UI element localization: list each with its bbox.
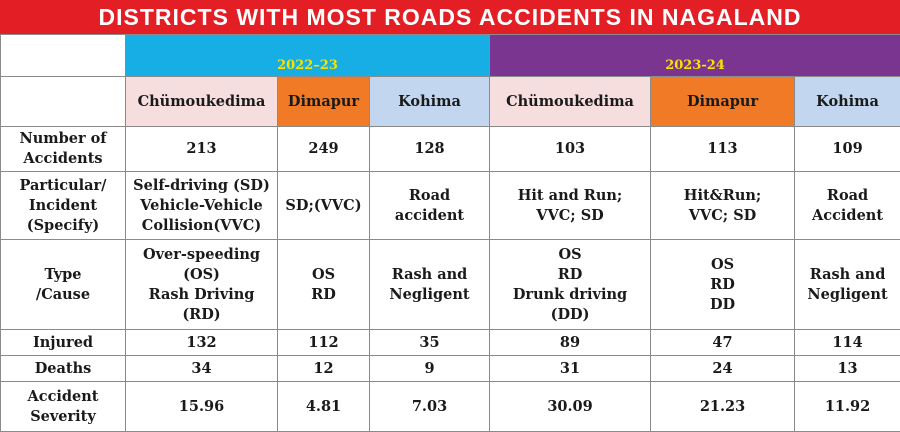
table-cell: 103 bbox=[490, 127, 651, 172]
district-header: Kohima bbox=[795, 77, 900, 127]
table-cell: 132 bbox=[126, 330, 278, 356]
table-cell: 128 bbox=[370, 127, 490, 172]
table-cell: OS RD Drunk driving (DD) bbox=[490, 240, 651, 330]
table-cell: 15.96 bbox=[126, 382, 278, 432]
table-cell: Self-driving (SD) Vehicle-Vehicle Collis… bbox=[126, 172, 278, 240]
district-header: Dimapur bbox=[651, 77, 795, 127]
district-header: Chümoukedima bbox=[126, 77, 278, 127]
year-header-row: 2022–23 2023-24 bbox=[1, 35, 900, 77]
table-cell: 249 bbox=[278, 127, 370, 172]
table-cell: 30.09 bbox=[490, 382, 651, 432]
table-cell: Road Accident bbox=[795, 172, 900, 240]
table-cell: Hit&Run; VVC; SD bbox=[651, 172, 795, 240]
year-header-2023-24: 2023-24 bbox=[490, 35, 900, 77]
table-cell: 9 bbox=[370, 356, 490, 382]
row-label: Deaths bbox=[1, 356, 126, 382]
table-cell: 47 bbox=[651, 330, 795, 356]
table-row: Number of Accidents 213 249 128 103 113 … bbox=[1, 127, 900, 172]
row-label: Accident Severity bbox=[1, 382, 126, 432]
table-cell: 112 bbox=[278, 330, 370, 356]
table-cell: 13 bbox=[795, 356, 900, 382]
table-cell: 213 bbox=[126, 127, 278, 172]
row-label: Type /Cause bbox=[1, 240, 126, 330]
row-label: Injured bbox=[1, 330, 126, 356]
table-row: Type /Cause Over-speeding (OS) Rash Driv… bbox=[1, 240, 900, 330]
district-header-row: Chümoukedima Dimapur Kohima Chümoukedima… bbox=[1, 77, 900, 127]
table-cell: 31 bbox=[490, 356, 651, 382]
table-cell: Rash and Negligent bbox=[370, 240, 490, 330]
table-cell: Rash and Negligent bbox=[795, 240, 900, 330]
accidents-table: 2022–23 2023-24 Chümoukedima Dimapur Koh… bbox=[0, 34, 900, 432]
year-label: 2022–23 bbox=[277, 58, 338, 73]
table-cell: 34 bbox=[126, 356, 278, 382]
table-cell: Road accident bbox=[370, 172, 490, 240]
table-row: Deaths 34 12 9 31 24 13 bbox=[1, 356, 900, 382]
page-title: DISTRICTS WITH MOST ROADS ACCIDENTS IN N… bbox=[0, 0, 900, 34]
table-cell: 4.81 bbox=[278, 382, 370, 432]
table-cell: 12 bbox=[278, 356, 370, 382]
row-label: Particular/ Incident (Specify) bbox=[1, 172, 126, 240]
table-cell: 114 bbox=[795, 330, 900, 356]
corner-cell bbox=[1, 35, 126, 77]
district-header: Kohima bbox=[370, 77, 490, 127]
row-label: Number of Accidents bbox=[1, 127, 126, 172]
table-row: Accident Severity 15.96 4.81 7.03 30.09 … bbox=[1, 382, 900, 432]
corner-cell bbox=[1, 77, 126, 127]
year-header-2022-23: 2022–23 bbox=[126, 35, 490, 77]
year-label: 2023-24 bbox=[665, 58, 725, 73]
table-cell: OS RD bbox=[278, 240, 370, 330]
table-cell: 35 bbox=[370, 330, 490, 356]
table-cell: 21.23 bbox=[651, 382, 795, 432]
table-cell: 11.92 bbox=[795, 382, 900, 432]
district-header: Dimapur bbox=[278, 77, 370, 127]
table-cell: Over-speeding (OS) Rash Driving (RD) bbox=[126, 240, 278, 330]
table-cell: 89 bbox=[490, 330, 651, 356]
district-header: Chümoukedima bbox=[490, 77, 651, 127]
table-cell: SD;(VVC) bbox=[278, 172, 370, 240]
table-cell: Hit and Run; VVC; SD bbox=[490, 172, 651, 240]
table-row: Particular/ Incident (Specify) Self-driv… bbox=[1, 172, 900, 240]
table-cell: 109 bbox=[795, 127, 900, 172]
table-cell: 24 bbox=[651, 356, 795, 382]
table-cell: 113 bbox=[651, 127, 795, 172]
table-cell: OS RD DD bbox=[651, 240, 795, 330]
table-cell: 7.03 bbox=[370, 382, 490, 432]
table-row: Injured 132 112 35 89 47 114 bbox=[1, 330, 900, 356]
